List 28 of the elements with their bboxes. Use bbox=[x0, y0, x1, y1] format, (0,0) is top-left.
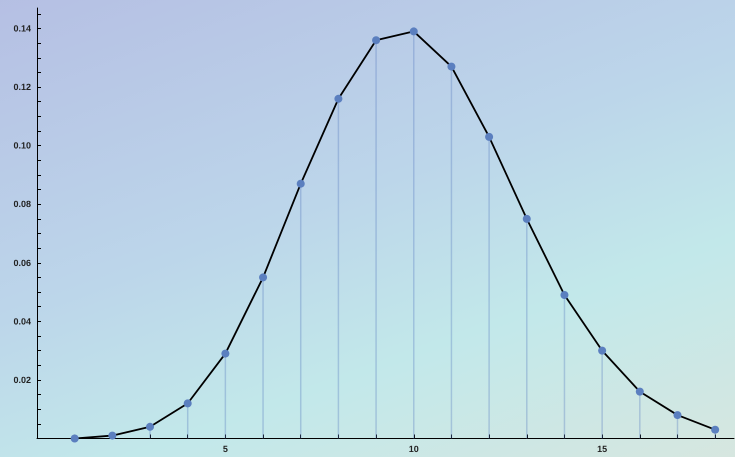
point bbox=[485, 132, 494, 141]
point bbox=[673, 411, 682, 420]
point bbox=[598, 346, 606, 355]
point bbox=[221, 350, 230, 358]
y-tick-label: 0.10 bbox=[13, 140, 31, 151]
x-tick-label: 10 bbox=[408, 444, 419, 454]
point bbox=[372, 36, 380, 44]
point bbox=[711, 426, 720, 434]
y-tick-label: 0.06 bbox=[13, 258, 31, 268]
point bbox=[146, 422, 154, 431]
y-tick-label: 0.12 bbox=[13, 82, 31, 92]
point bbox=[447, 62, 456, 71]
y-tick-label: 0.14 bbox=[13, 24, 31, 34]
point bbox=[70, 434, 79, 442]
y-tick-label: 0.08 bbox=[13, 199, 31, 210]
point bbox=[296, 180, 305, 188]
point bbox=[522, 214, 531, 223]
y-tick-label: 0.04 bbox=[13, 316, 31, 326]
x-tick-label: 5 bbox=[222, 444, 228, 454]
point bbox=[636, 388, 644, 396]
point bbox=[334, 94, 342, 103]
x-tick-label: 15 bbox=[597, 444, 608, 454]
point bbox=[560, 291, 568, 299]
y-tick-label: 0.02 bbox=[13, 374, 31, 385]
point bbox=[410, 27, 418, 36]
point bbox=[108, 432, 116, 440]
point bbox=[184, 399, 192, 408]
point bbox=[259, 273, 268, 282]
